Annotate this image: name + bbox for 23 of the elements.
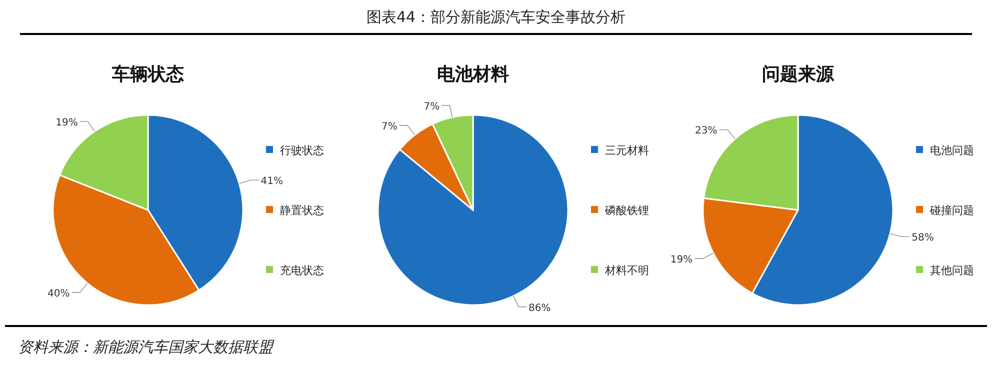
legend-label: 其他问题: [930, 264, 974, 277]
legend-label: 碰撞问题: [929, 204, 974, 217]
legend-label: 行驶状态: [280, 144, 324, 157]
data-label: 86%: [528, 302, 551, 314]
data-label: 7%: [382, 121, 398, 132]
data-label: 23%: [695, 126, 718, 137]
data-label: 58%: [912, 232, 934, 244]
legend-label: 三元材料: [605, 144, 649, 157]
legend-label: 静置状态: [280, 204, 324, 217]
text: 资料来源：新能源汽车国家大数据联盟: [18, 338, 275, 356]
data-label: 40%: [48, 288, 70, 300]
chart-title: 电池材料: [437, 64, 509, 85]
data-label: 19%: [56, 118, 78, 128]
legend-label: 材料不明: [604, 264, 649, 277]
legend-label: 电池问题: [930, 144, 974, 157]
data-label: 19%: [670, 254, 693, 266]
data-label: 41%: [260, 176, 283, 188]
chart-title: 问题来源: [762, 64, 835, 85]
text: 图表44：部分新能源汽车安全事故分析: [366, 8, 626, 26]
legend-label: 磷酸铁锂: [604, 204, 649, 217]
chart-title: 车辆状态: [111, 64, 184, 85]
data-label: 7%: [424, 102, 440, 113]
legend-label: 充电状态: [280, 264, 324, 277]
